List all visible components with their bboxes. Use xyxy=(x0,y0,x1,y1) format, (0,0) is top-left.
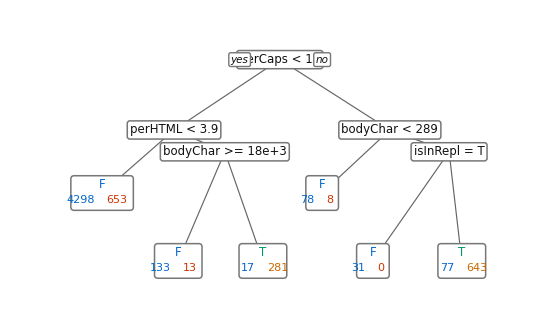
Text: yes: yes xyxy=(231,54,248,65)
Text: 8: 8 xyxy=(327,195,334,205)
Text: T: T xyxy=(259,246,266,259)
Text: F
78 8: F 78 8 xyxy=(309,179,335,207)
Text: 0: 0 xyxy=(377,263,384,273)
Text: F: F xyxy=(175,246,182,259)
Text: F
31 0: F 31 0 xyxy=(360,247,386,275)
Text: 653: 653 xyxy=(106,195,127,205)
Text: F
4298 653: F 4298 653 xyxy=(74,179,130,207)
Text: F: F xyxy=(319,178,325,191)
Text: 17: 17 xyxy=(241,263,256,273)
Text: bodyChar >= 18e+3: bodyChar >= 18e+3 xyxy=(163,145,287,158)
Text: no: no xyxy=(316,54,329,65)
Text: 31: 31 xyxy=(351,263,365,273)
Text: 4298: 4298 xyxy=(66,195,94,205)
Text: 77: 77 xyxy=(440,263,454,273)
Text: perCaps < 13: perCaps < 13 xyxy=(239,53,321,66)
Text: isInRepl = T: isInRepl = T xyxy=(414,145,484,158)
Text: 13: 13 xyxy=(182,263,197,273)
Text: 281: 281 xyxy=(267,263,288,273)
Text: 133: 133 xyxy=(150,263,171,273)
Text: perHTML < 3.9: perHTML < 3.9 xyxy=(130,123,218,136)
Text: T
77 643: T 77 643 xyxy=(441,247,482,275)
Text: F: F xyxy=(99,178,105,191)
Text: T
17 281: T 17 281 xyxy=(242,247,283,275)
Text: 643: 643 xyxy=(466,263,487,273)
Text: F: F xyxy=(370,246,376,259)
Text: F
133 13: F 133 13 xyxy=(158,247,199,275)
Text: T: T xyxy=(458,246,465,259)
Text: bodyChar < 289: bodyChar < 289 xyxy=(341,123,438,136)
Text: 78: 78 xyxy=(300,195,314,205)
